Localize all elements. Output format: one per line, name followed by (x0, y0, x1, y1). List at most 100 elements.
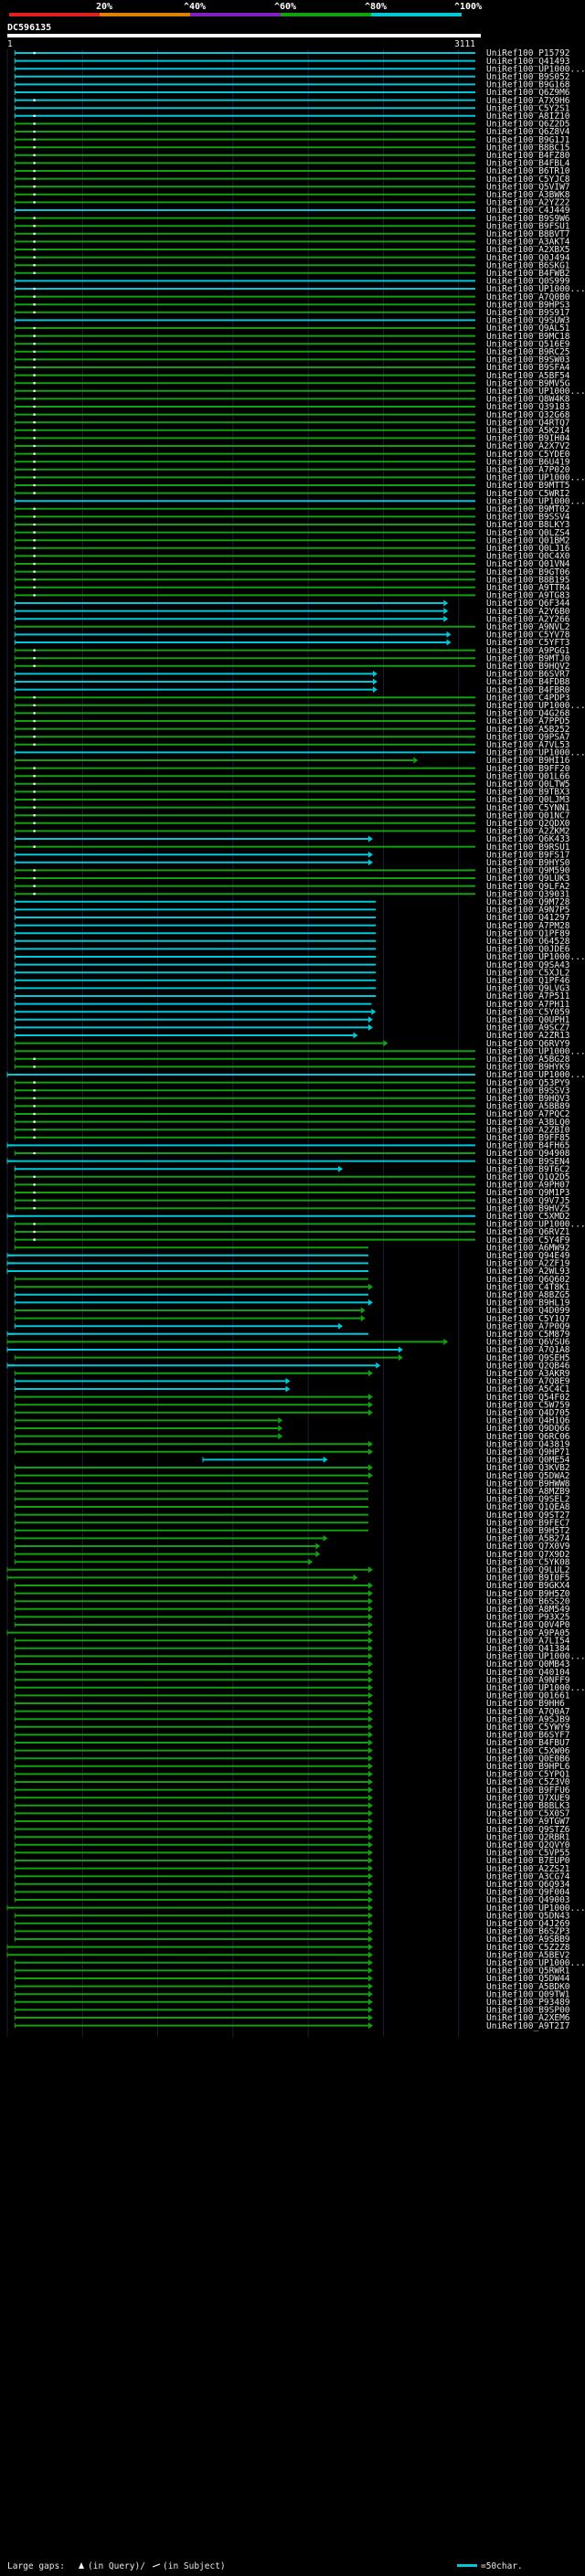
hit-label[interactable]: UniRef100_Q6Q934 (486, 1880, 570, 1890)
hit-label[interactable]: UniRef100_C5Z2Z8 (486, 1943, 570, 1953)
hit-label[interactable]: UniRef100_UP1000... (486, 952, 585, 962)
hit-label[interactable]: UniRef100_B9MC18 (486, 332, 570, 342)
hit-label[interactable]: UniRef100_A9PH07 (486, 1181, 570, 1191)
hit-label[interactable]: UniRef100_B4FBU7 (486, 1738, 570, 1748)
hit-label[interactable]: UniRef100_A7Q8E9 (486, 1377, 570, 1387)
hit-label[interactable]: UniRef100_B7EUP0 (486, 1856, 570, 1866)
hit-label[interactable]: UniRef100_A8M549 (486, 1605, 570, 1615)
hit-label[interactable]: UniRef100_Q41493 (486, 57, 570, 67)
hit-label[interactable]: UniRef100_B6TR10 (486, 166, 570, 176)
hit-label[interactable]: UniRef100_B9SEN4 (486, 1157, 570, 1167)
hit-label[interactable]: UniRef100_A7X9H6 (486, 96, 570, 106)
hit-label[interactable]: UniRef100_Q6F344 (486, 599, 570, 609)
hit-label[interactable]: UniRef100_B8B195 (486, 575, 570, 585)
hit-label[interactable]: UniRef100_C5Y059 (486, 1007, 570, 1017)
hit-label[interactable]: UniRef100_Q6RVY9 (486, 1039, 570, 1049)
hit-label[interactable]: UniRef100_C5M879 (486, 1330, 570, 1340)
hit-label[interactable]: UniRef100_Q49003 (486, 1895, 570, 1905)
hit-label[interactable]: UniRef100_B9MT02 (486, 504, 570, 514)
hit-label[interactable]: UniRef100_Q0J494 (486, 253, 570, 263)
hit-label[interactable]: UniRef100_B9SP00 (486, 2006, 570, 2016)
hit-label[interactable]: UniRef100_UP1000... (486, 1046, 585, 1056)
hit-label[interactable]: UniRef100_UP1000... (486, 284, 585, 294)
hit-label[interactable]: UniRef100_Q1PF46 (486, 976, 570, 986)
hit-label[interactable]: UniRef100_A7P020 (486, 465, 570, 475)
hit-label[interactable]: UniRef100_A2Y6B0 (486, 607, 570, 617)
hit-label[interactable]: UniRef100_B8BVT7 (486, 229, 570, 239)
hit-label[interactable]: UniRef100_B9SSV4 (486, 513, 570, 523)
hit-label[interactable]: UniRef100_B4FZ80 (486, 151, 570, 161)
hit-label[interactable]: UniRef100_C5YK08 (486, 1557, 570, 1567)
hit-label[interactable]: UniRef100_A3CG74 (486, 1871, 570, 1882)
hit-label[interactable]: UniRef100_B6SKG1 (486, 260, 570, 270)
hit-label[interactable]: UniRef100_A5BB89 (486, 1102, 570, 1112)
hit-label[interactable]: UniRef100_C4J449 (486, 206, 570, 216)
hit-label[interactable]: UniRef100_B9G168 (486, 80, 570, 90)
hit-label[interactable]: UniRef100_B9HWW8 (486, 1479, 570, 1489)
hit-label[interactable]: UniRef100_B8LKY3 (486, 520, 570, 530)
hit-label[interactable]: UniRef100_A9SBB9 (486, 1935, 570, 1945)
hit-label[interactable]: UniRef100_Q7XUE9 (486, 1793, 570, 1803)
hit-label[interactable]: UniRef100_Q54F02 (486, 1393, 570, 1403)
hit-label[interactable]: UniRef100_B9I0F5 (486, 1574, 570, 1584)
hit-label[interactable]: UniRef100_B9H5T2 (486, 1526, 570, 1536)
hit-label[interactable]: UniRef100_Q9LVG3 (486, 984, 570, 994)
hit-label[interactable]: UniRef100_Q1PF89 (486, 928, 570, 938)
hit-label[interactable]: UniRef100_Q2QDX0 (486, 819, 570, 829)
hit-label[interactable]: UniRef100_A7P511 (486, 991, 570, 1002)
hit-label[interactable]: UniRef100_Q1Q2D5 (486, 1172, 570, 1182)
hit-label[interactable]: UniRef100_Q6Z2D5 (486, 120, 570, 130)
hit-label[interactable]: UniRef100_B9T6C2 (486, 1164, 570, 1174)
hit-label[interactable]: UniRef100_Q8W4K8 (486, 395, 570, 405)
hit-label[interactable]: UniRef100_B4FH65 (486, 1141, 570, 1151)
hit-label[interactable]: UniRef100_A2ZF19 (486, 1259, 570, 1269)
hit-label[interactable]: UniRef100_A9SJB9 (486, 1714, 570, 1724)
hit-label[interactable]: UniRef100_B8BC15 (486, 143, 570, 153)
hit-label[interactable]: UniRef100_Q4G268 (486, 709, 570, 719)
hit-label[interactable]: UniRef100_Q09TW1 (486, 1989, 570, 1999)
hit-label[interactable]: UniRef100_Q4H1Q6 (486, 1416, 570, 1426)
hit-label[interactable]: UniRef100_Q32G68 (486, 410, 570, 420)
hit-label[interactable]: UniRef100_A6MW92 (486, 1243, 570, 1253)
hit-label[interactable]: UniRef100_B9SW03 (486, 355, 570, 366)
hit-label[interactable]: UniRef100_B9HPL6 (486, 1762, 570, 1772)
hit-label[interactable]: UniRef100_B9FFU6 (486, 1786, 570, 1796)
hit-label[interactable]: UniRef100_B9GT06 (486, 567, 570, 578)
hit-label[interactable]: UniRef100_B9HYK9 (486, 1063, 570, 1073)
hit-label[interactable]: UniRef100_Q6Q602 (486, 1275, 570, 1285)
hit-label[interactable]: UniRef100_Q0V4P0 (486, 1620, 570, 1630)
hit-label[interactable]: UniRef100_B9HH6 (486, 1699, 565, 1709)
hit-label[interactable]: UniRef100_B4FWB2 (486, 269, 570, 279)
hit-label[interactable]: UniRef100_Q0C4X0 (486, 552, 570, 562)
hit-label[interactable]: UniRef100_UP1000... (486, 1652, 585, 1662)
hit-label[interactable]: UniRef100_Q01BM2 (486, 535, 570, 546)
hit-label[interactable]: UniRef100_Q6K433 (486, 834, 570, 844)
hit-label[interactable]: UniRef100_B9MV5G (486, 378, 570, 388)
hit-label[interactable]: UniRef100_A5BG28 (486, 1055, 570, 1065)
hit-label[interactable]: UniRef100_B9HVZ5 (486, 1203, 570, 1214)
hit-label[interactable]: UniRef100_A2ZBI0 (486, 1125, 570, 1135)
hit-label[interactable]: UniRef100_Q7X0V9 (486, 1542, 570, 1552)
hit-label[interactable]: UniRef100_Q2QB46 (486, 1361, 570, 1371)
hit-label[interactable]: UniRef100_A7Q1A8 (486, 1345, 570, 1355)
hit-label[interactable]: UniRef100_B9FSU1 (486, 221, 570, 231)
hit-label[interactable]: UniRef100_A2YZ22 (486, 198, 570, 208)
hit-label[interactable]: UniRef100_Q2QVY0 (486, 1840, 570, 1850)
hit-label[interactable]: UniRef100_Q0S999 (486, 277, 570, 287)
hit-label[interactable]: UniRef100_A9NFF9 (486, 1675, 570, 1685)
hit-label[interactable]: UniRef100_A9PGG1 (486, 646, 570, 656)
hit-label[interactable]: UniRef100_C4T8K1 (486, 1282, 570, 1292)
hit-label[interactable]: UniRef100_B9IH04 (486, 434, 570, 444)
hit-label[interactable]: UniRef100_B9HQV3 (486, 1094, 570, 1104)
hit-label[interactable]: UniRef100_Q6RC06 (486, 1432, 570, 1442)
hit-label[interactable]: UniRef100_C5X0S7 (486, 1809, 570, 1819)
hit-label[interactable]: UniRef100_A9PA05 (486, 1628, 570, 1638)
hit-label[interactable]: UniRef100_Q9SEL2 (486, 1495, 570, 1505)
hit-label[interactable]: UniRef100_B9G1J1 (486, 135, 570, 145)
hit-label[interactable]: UniRef100_Q4RTQ7 (486, 418, 570, 428)
hit-label[interactable]: UniRef100_Q9LUK3 (486, 874, 570, 884)
hit-label[interactable]: UniRef100_A8MZB9 (486, 1487, 570, 1497)
hit-label[interactable]: UniRef100_A2ZS21 (486, 1864, 570, 1874)
hit-label[interactable]: UniRef100_Q9V7J5 (486, 1196, 570, 1206)
hit-label[interactable]: UniRef100_B9S917 (486, 308, 570, 318)
